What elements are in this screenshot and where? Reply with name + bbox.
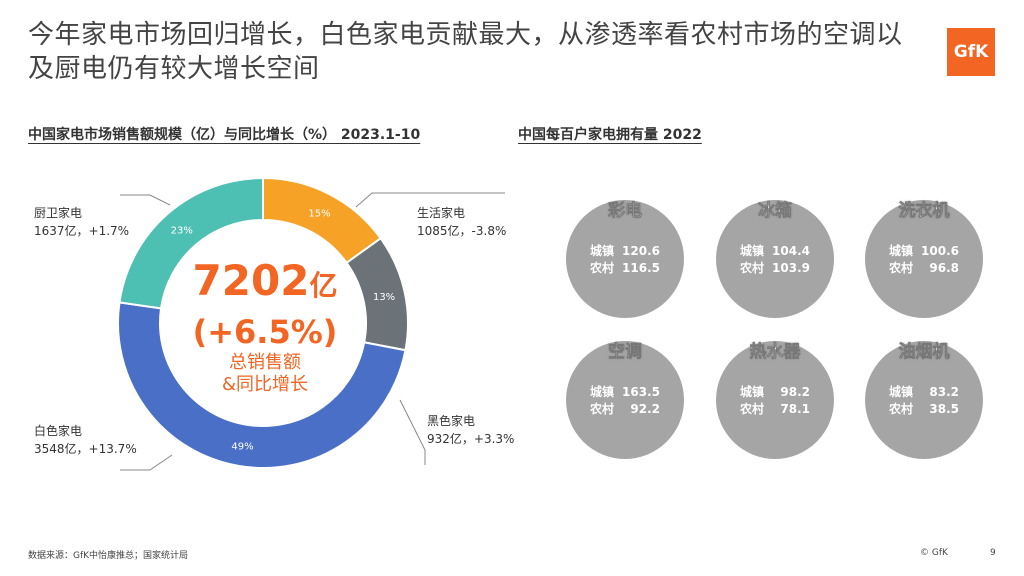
row-value: 83.2 bbox=[929, 385, 959, 399]
row-value: 92.2 bbox=[630, 402, 660, 416]
ownership-item-name: 空调 bbox=[608, 342, 643, 363]
left-chart-title: 中国家电市场销售额规模（亿）与同比增长（%） 2023.1-10 bbox=[28, 127, 421, 143]
ownership-item-name: 油烟机 bbox=[898, 342, 950, 363]
row-label: 农村 bbox=[740, 261, 765, 275]
pct-label-kitchen: 23% bbox=[171, 225, 193, 236]
ownership-circle-washer: 洗衣机 城镇 100.6 农村 96.8 bbox=[865, 200, 983, 318]
total-sales-number: 7202 bbox=[192, 256, 310, 305]
ownership-row-urban: 城镇 163.5 bbox=[566, 384, 684, 401]
ownership-row-rural: 农村 103.9 bbox=[716, 260, 834, 277]
center-label-2: &同比增长 bbox=[221, 374, 309, 395]
ownership-row-rural: 农村 96.8 bbox=[865, 260, 983, 277]
callout-lifestyle-name: 生活家电 bbox=[417, 206, 466, 220]
callout-black-name: 黑色家电 bbox=[427, 414, 476, 428]
callout-white: 白色家电 3548亿，+13.7% bbox=[34, 422, 137, 458]
pct-label-white: 49% bbox=[231, 441, 253, 452]
pct-label-black: 13% bbox=[373, 292, 395, 303]
callout-white-detail: 3548亿，+13.7% bbox=[34, 442, 137, 456]
row-label: 农村 bbox=[889, 261, 914, 275]
row-value: 104.4 bbox=[772, 244, 810, 258]
footer-source: 数据来源：GfK中怡康推总；国家统计局 bbox=[28, 551, 189, 561]
ownership-row-rural: 农村 116.5 bbox=[566, 260, 684, 277]
ownership-circle-fridge: 冰箱 城镇 104.4 农村 103.9 bbox=[716, 200, 834, 318]
page-number: 9 bbox=[990, 548, 996, 558]
right-chart-title: 中国每百户家电拥有量 2022 bbox=[518, 127, 702, 143]
ownership-circle-hood: 油烟机 城镇 83.2 农村 38.5 bbox=[865, 341, 983, 459]
ownership-row-rural: 农村 78.1 bbox=[716, 401, 834, 418]
pct-label-lifestyle: 15% bbox=[308, 209, 330, 220]
leader-line-black bbox=[399, 399, 426, 465]
ownership-row-urban: 城镇 104.4 bbox=[716, 243, 834, 260]
callout-lifestyle-detail: 1085亿，-3.8% bbox=[417, 224, 507, 238]
ownership-row-urban: 城镇 100.6 bbox=[865, 243, 983, 260]
row-label: 城镇 bbox=[740, 385, 765, 399]
gfk-logo: GfK bbox=[947, 28, 995, 76]
total-growth: (+6.5%) bbox=[192, 313, 338, 351]
donut-chart: 15% 13% 49% 23% bbox=[117, 176, 505, 471]
total-sales-value: 7202亿 bbox=[160, 255, 370, 312]
callout-lifestyle: 生活家电 1085亿，-3.8% bbox=[417, 204, 506, 240]
row-value: 103.9 bbox=[772, 261, 810, 275]
ownership-row-urban: 城镇 120.6 bbox=[566, 243, 684, 260]
ownership-circle-ac: 空调 城镇 163.5 农村 92.2 bbox=[566, 341, 684, 459]
callout-kitchen-name: 厨卫家电 bbox=[34, 206, 83, 220]
center-label-1: 总销售额 bbox=[229, 352, 301, 373]
row-value: 100.6 bbox=[921, 244, 959, 258]
slice-white bbox=[117, 301, 407, 469]
ownership-row-rural: 农村 38.5 bbox=[865, 401, 983, 418]
row-label: 城镇 bbox=[590, 385, 615, 399]
row-value: 96.8 bbox=[929, 261, 959, 275]
callout-kitchen: 厨卫家电 1637亿，+1.7% bbox=[34, 204, 129, 240]
callout-kitchen-detail: 1637亿，+1.7% bbox=[34, 224, 130, 238]
callout-black-detail: 932亿，+3.3% bbox=[427, 432, 515, 446]
callout-black: 黑色家电 932亿，+3.3% bbox=[427, 412, 514, 448]
row-label: 农村 bbox=[889, 402, 914, 416]
leader-line-white bbox=[120, 454, 173, 471]
total-sales-unit: 亿 bbox=[309, 269, 338, 302]
row-value: 116.5 bbox=[622, 261, 660, 275]
row-label: 城镇 bbox=[889, 385, 914, 399]
row-label: 农村 bbox=[740, 402, 765, 416]
row-label: 城镇 bbox=[590, 244, 615, 258]
donut-center: 7202亿 (+6.5%) 总销售额 &同比增长 bbox=[160, 255, 370, 396]
footer-copyright: © GfK bbox=[920, 548, 948, 558]
callout-white-name: 白色家电 bbox=[34, 424, 83, 438]
leader-line-kitchen bbox=[120, 194, 171, 206]
slice-kitchen bbox=[118, 176, 264, 310]
ownership-circle-tv: 彩电 城镇 120.6 农村 116.5 bbox=[566, 200, 684, 318]
ownership-row-urban: 城镇 98.2 bbox=[716, 384, 834, 401]
leader-line-lifestyle bbox=[355, 192, 505, 208]
row-label: 城镇 bbox=[740, 244, 765, 258]
row-value: 38.5 bbox=[929, 402, 959, 416]
ownership-item-name: 冰箱 bbox=[758, 201, 793, 222]
row-label: 农村 bbox=[590, 402, 615, 416]
ownership-row-rural: 农村 92.2 bbox=[566, 401, 684, 418]
ownership-item-name: 热水器 bbox=[749, 342, 801, 363]
row-value: 98.2 bbox=[780, 385, 810, 399]
row-label: 城镇 bbox=[889, 244, 914, 258]
row-value: 163.5 bbox=[622, 385, 660, 399]
ownership-item-name: 洗衣机 bbox=[898, 201, 950, 222]
ownership-row-urban: 城镇 83.2 bbox=[865, 384, 983, 401]
row-label: 农村 bbox=[590, 261, 615, 275]
row-value: 78.1 bbox=[780, 402, 810, 416]
ownership-circle-heater: 热水器 城镇 98.2 农村 78.1 bbox=[716, 341, 834, 459]
ownership-item-name: 彩电 bbox=[608, 201, 643, 222]
slide-title: 今年家电市场回归增长，白色家电贡献最大，从渗透率看农村市场的空调以及厨电仍有较大… bbox=[28, 20, 903, 84]
row-value: 120.6 bbox=[622, 244, 660, 258]
